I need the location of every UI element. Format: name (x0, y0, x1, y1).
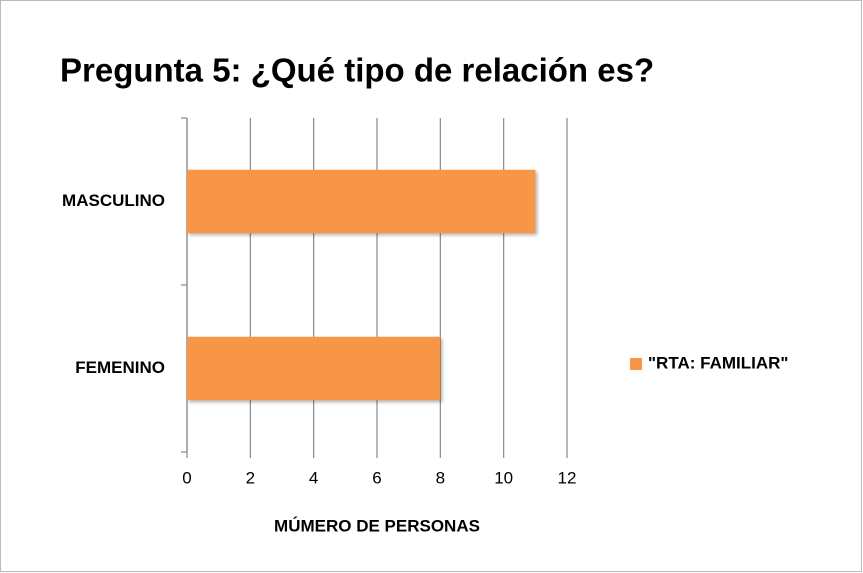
legend-label: "RTA: FAMILIAR" (648, 353, 788, 372)
legend-swatch (630, 358, 642, 370)
x-tick-label: 8 (436, 468, 445, 487)
chart-title: Pregunta 5: ¿Qué tipo de relación es? (60, 52, 654, 89)
y-tick-label: MASCULINO (62, 191, 165, 210)
x-tick-label: 6 (372, 468, 381, 487)
bar (187, 169, 536, 234)
y-tick-label: FEMENINO (75, 358, 165, 377)
x-tick-label: 0 (182, 468, 191, 487)
x-tick-label: 12 (558, 468, 577, 487)
x-tick-label: 4 (309, 468, 318, 487)
x-tick-label: 2 (246, 468, 255, 487)
bar (187, 336, 441, 401)
x-tick-label: 10 (494, 468, 513, 487)
x-axis-label: MÚMERO DE PERSONAS (274, 516, 480, 535)
